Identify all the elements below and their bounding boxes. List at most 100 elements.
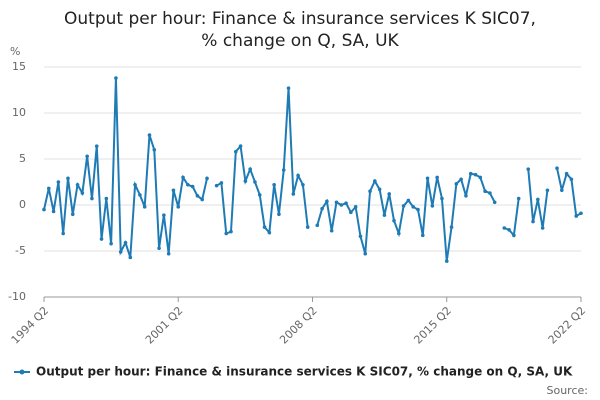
point	[569, 177, 574, 182]
point	[291, 192, 296, 196]
point	[325, 199, 329, 204]
point	[51, 209, 56, 214]
point	[186, 182, 190, 187]
y-tick-label: 0	[19, 198, 26, 211]
point	[344, 201, 348, 205]
point	[526, 167, 531, 171]
point	[157, 246, 161, 251]
point	[392, 218, 396, 223]
point	[272, 182, 276, 187]
point	[478, 175, 483, 180]
point	[267, 230, 272, 235]
point	[123, 240, 128, 245]
point	[377, 187, 382, 192]
point	[305, 225, 310, 229]
series-line	[43, 78, 582, 262]
point	[574, 214, 579, 218]
point	[253, 180, 257, 184]
point	[416, 207, 420, 212]
point	[464, 194, 468, 198]
point	[540, 226, 545, 230]
point	[444, 259, 449, 263]
point	[195, 194, 200, 198]
x-tick-label: 2008 Q2	[277, 304, 320, 347]
point	[507, 228, 511, 232]
point	[368, 189, 372, 193]
y-axis-label: %	[10, 45, 20, 58]
point	[66, 176, 70, 181]
point	[516, 196, 521, 201]
point	[219, 181, 224, 185]
point	[190, 184, 195, 189]
point	[70, 212, 75, 216]
point	[339, 203, 344, 207]
point	[440, 196, 444, 201]
point	[560, 188, 564, 193]
y-tick-label: 10	[12, 106, 26, 119]
point	[579, 211, 583, 216]
point	[56, 180, 61, 184]
point	[401, 204, 406, 208]
y-tick-label: 15	[12, 60, 26, 73]
point	[99, 237, 104, 241]
point	[166, 251, 171, 256]
point	[502, 226, 507, 230]
point	[262, 225, 267, 229]
point	[425, 176, 430, 181]
point	[104, 196, 109, 201]
point	[555, 166, 559, 170]
point	[536, 197, 540, 202]
point	[46, 186, 51, 191]
x-tick-label: 2022 Q2	[546, 304, 589, 347]
point	[171, 188, 176, 193]
point	[238, 144, 243, 148]
point	[488, 191, 492, 195]
point	[142, 205, 147, 209]
point	[531, 219, 535, 224]
point	[411, 205, 415, 209]
point	[358, 234, 363, 239]
x-tick-label: 2015 Q2	[411, 304, 454, 347]
point	[176, 205, 181, 209]
point	[320, 206, 324, 211]
point	[205, 176, 209, 181]
point	[85, 154, 89, 159]
point	[90, 196, 94, 201]
legend-marker	[19, 369, 25, 375]
point	[353, 205, 358, 209]
point	[243, 179, 248, 183]
point	[214, 183, 219, 188]
chart-title: Output per hour: Finance & insurance ser…	[64, 9, 536, 51]
point	[564, 171, 569, 176]
point	[545, 188, 550, 193]
point	[229, 229, 233, 234]
point	[181, 175, 185, 180]
point	[277, 212, 281, 216]
point	[363, 251, 368, 256]
point	[420, 233, 425, 238]
point	[61, 231, 65, 236]
point	[406, 198, 411, 203]
point	[233, 149, 238, 154]
point	[109, 241, 113, 246]
point	[382, 213, 387, 217]
point	[94, 144, 99, 148]
point	[114, 76, 118, 80]
point	[224, 231, 228, 236]
point	[152, 148, 157, 152]
point	[200, 197, 205, 202]
point	[373, 179, 377, 183]
source: Source:	[547, 384, 589, 397]
point	[257, 193, 262, 197]
point	[397, 231, 401, 236]
y-tick-label: 5	[19, 152, 26, 165]
x-tick-label: 2001 Q2	[143, 304, 186, 347]
point	[349, 210, 353, 215]
point	[449, 225, 454, 229]
point	[435, 175, 439, 180]
point	[315, 223, 320, 228]
point	[75, 182, 80, 187]
point	[387, 192, 392, 196]
